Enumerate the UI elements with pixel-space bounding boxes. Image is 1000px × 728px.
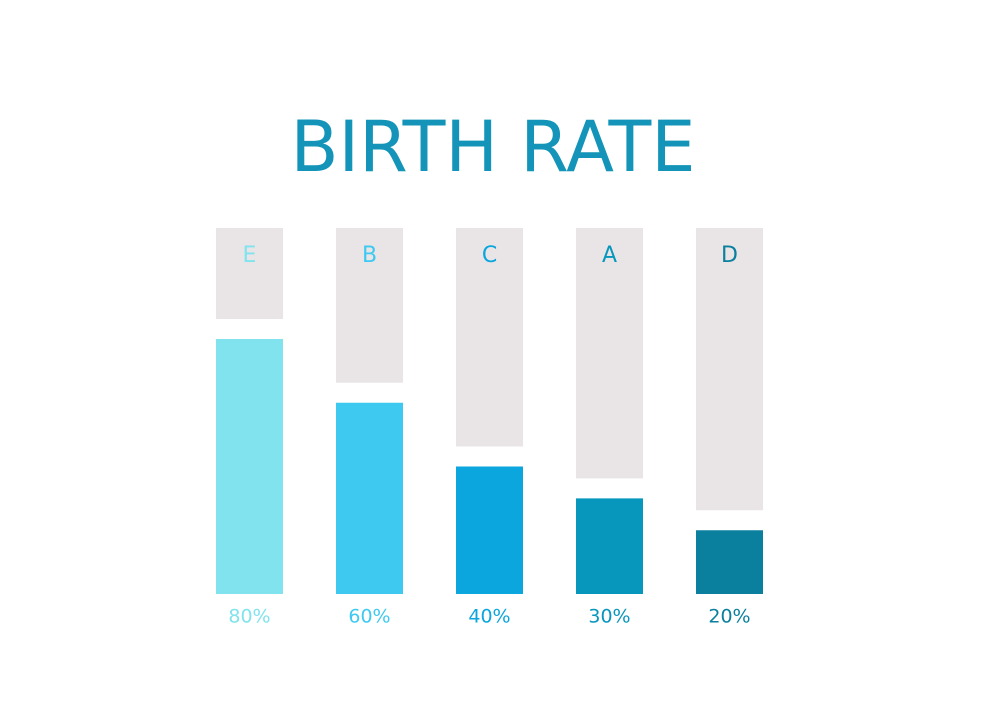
bar-background [696, 228, 763, 511]
category-label: B [362, 243, 377, 268]
bar-background [216, 228, 283, 319]
bar [216, 339, 283, 594]
value-label: 20% [708, 606, 750, 628]
category-label: E [243, 243, 257, 268]
bar [456, 466, 523, 594]
chart-title: BIRTH RATE [290, 106, 695, 188]
bar [336, 402, 403, 594]
value-label: 80% [228, 606, 270, 628]
bar [576, 498, 643, 594]
bar-background [576, 228, 643, 479]
value-label: 30% [588, 606, 630, 628]
bar-background [336, 228, 403, 383]
value-label: 60% [348, 606, 390, 628]
value-label: 40% [468, 606, 510, 628]
category-label: A [602, 243, 617, 268]
bar-background [456, 228, 523, 447]
category-label: C [482, 243, 497, 268]
bar [696, 530, 763, 594]
category-label: D [721, 243, 738, 268]
